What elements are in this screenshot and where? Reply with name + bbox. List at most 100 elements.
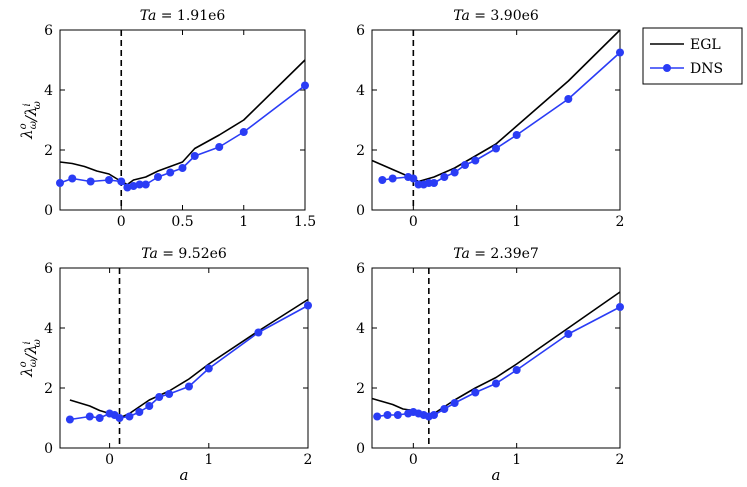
data-point-dns xyxy=(204,364,213,373)
data-point-dns xyxy=(95,414,104,422)
y-tick-label: 0 xyxy=(356,441,365,457)
data-point-dns xyxy=(123,183,132,192)
x-tick-label: 0 xyxy=(105,452,114,468)
x-tick-label: 0.5 xyxy=(171,214,193,230)
data-point-dns xyxy=(166,168,175,177)
y-tick-label: 4 xyxy=(44,83,53,99)
x-tick-label: 0 xyxy=(117,214,126,230)
legend-marker-dns xyxy=(663,64,671,72)
subplot-1: 0 0.5 1 1.5 0 2 4 6 Ta = 1.91e6 λoω/λiω xyxy=(18,8,316,230)
data-point-dns xyxy=(512,131,521,139)
data-point-dns xyxy=(409,174,418,183)
data-point-dns xyxy=(378,176,387,184)
data-point-dns xyxy=(373,412,382,421)
x-tick-label: 1 xyxy=(239,214,248,230)
data-point-dns xyxy=(383,411,392,419)
subplot-3: 0 1 2 0 2 4 6 Ta = 9.52e6 λoω/λiω a xyxy=(18,246,313,484)
data-point-dns xyxy=(65,415,74,424)
subplot-title: Ta = 2.39e7 xyxy=(453,246,539,262)
legend-label-egl: EGL xyxy=(690,37,721,53)
x-tick-label: 1 xyxy=(512,452,521,468)
data-point-dns xyxy=(450,399,459,407)
plot-area xyxy=(371,29,621,211)
y-tick-label: 6 xyxy=(44,23,53,39)
data-point-dns xyxy=(155,393,164,401)
data-point-dns xyxy=(430,179,438,187)
data-point-dns xyxy=(86,177,95,186)
x-tick-label: 1 xyxy=(204,452,213,468)
data-point-dns xyxy=(56,179,64,187)
data-point-dns xyxy=(461,161,469,169)
plot-area xyxy=(371,267,621,449)
x-tick-label: 2 xyxy=(304,452,313,468)
data-point-dns xyxy=(239,128,248,136)
data-point-dns xyxy=(85,412,94,421)
legend-entry-egl: EGL xyxy=(650,37,721,53)
data-point-dns xyxy=(492,379,500,388)
data-point-dns xyxy=(564,95,573,103)
data-point-dns xyxy=(215,143,224,151)
subplot-title: Ta = 1.91e6 xyxy=(140,8,226,24)
x-tick-label: 0 xyxy=(409,452,418,468)
x-tick-label: 2 xyxy=(616,214,625,230)
data-point-dns xyxy=(393,411,402,419)
data-point-dns xyxy=(471,156,480,165)
y-tick-label: 6 xyxy=(44,261,53,277)
data-point-dns xyxy=(450,168,459,177)
y-tick-label: 2 xyxy=(44,143,53,159)
subplot-4: 0 1 2 0 2 4 6 Ta = 2.39e7 a xyxy=(356,246,624,484)
x-tick-label: 1 xyxy=(512,214,521,230)
y-tick-label: 0 xyxy=(356,203,365,219)
series-line-egl xyxy=(59,59,306,186)
y-tick-label: 4 xyxy=(356,321,365,337)
data-point-dns xyxy=(154,173,162,181)
data-point-dns xyxy=(141,180,150,189)
y-tick-label: 6 xyxy=(356,261,365,277)
subplot-title: Ta = 9.52e6 xyxy=(141,246,227,262)
data-point-dns xyxy=(145,402,154,410)
data-point-dns xyxy=(440,405,449,413)
legend-entry-dns: DNS xyxy=(650,61,723,77)
series-line-egl xyxy=(371,29,621,183)
legend: EGL DNS xyxy=(642,27,743,85)
data-point-dns xyxy=(492,144,500,153)
subplot-2: 0 1 2 0 2 4 6 Ta = 3.90e6 xyxy=(356,8,624,230)
y-tick-label: 4 xyxy=(44,321,53,337)
y-axis-label: λoω/λiω xyxy=(18,101,43,140)
y-tick-label: 2 xyxy=(44,381,53,397)
data-point-dns xyxy=(388,174,397,183)
data-point-dns xyxy=(135,408,144,416)
y-tick-label: 2 xyxy=(356,381,365,397)
legend-label-dns: DNS xyxy=(690,61,723,77)
x-tick-label: 1.5 xyxy=(294,214,316,230)
data-point-dns xyxy=(115,414,124,422)
data-point-dns xyxy=(125,412,134,421)
data-point-dns xyxy=(165,390,174,398)
data-point-dns xyxy=(564,330,573,338)
data-point-dns xyxy=(178,164,187,172)
data-point-dns xyxy=(105,176,113,184)
data-point-dns xyxy=(190,152,199,160)
x-axis-label: a xyxy=(492,466,501,483)
data-point-dns xyxy=(301,81,309,90)
y-tick-label: 4 xyxy=(356,83,365,99)
data-point-dns xyxy=(471,388,480,397)
y-axis-label: λoω/λiω xyxy=(18,339,43,378)
subplots: 0 0.5 1 1.5 0 2 4 6 Ta = 1.91e6 λoω/λiω 0 1 2 0 2 4 6 Ta … xyxy=(18,8,624,484)
plot-area xyxy=(59,29,306,211)
data-point-dns xyxy=(184,382,193,391)
data-point-dns xyxy=(254,328,263,337)
data-point-dns xyxy=(129,182,138,190)
data-point-dns xyxy=(616,48,624,57)
y-tick-label: 0 xyxy=(44,203,53,219)
data-point-dns xyxy=(304,301,312,310)
data-point-dns xyxy=(68,174,77,183)
y-tick-label: 0 xyxy=(44,441,53,457)
data-point-dns xyxy=(135,180,144,189)
data-point-dns xyxy=(616,303,624,311)
y-tick-label: 2 xyxy=(356,143,365,159)
x-axis-label: a xyxy=(180,466,189,483)
data-point-dns xyxy=(512,366,521,374)
